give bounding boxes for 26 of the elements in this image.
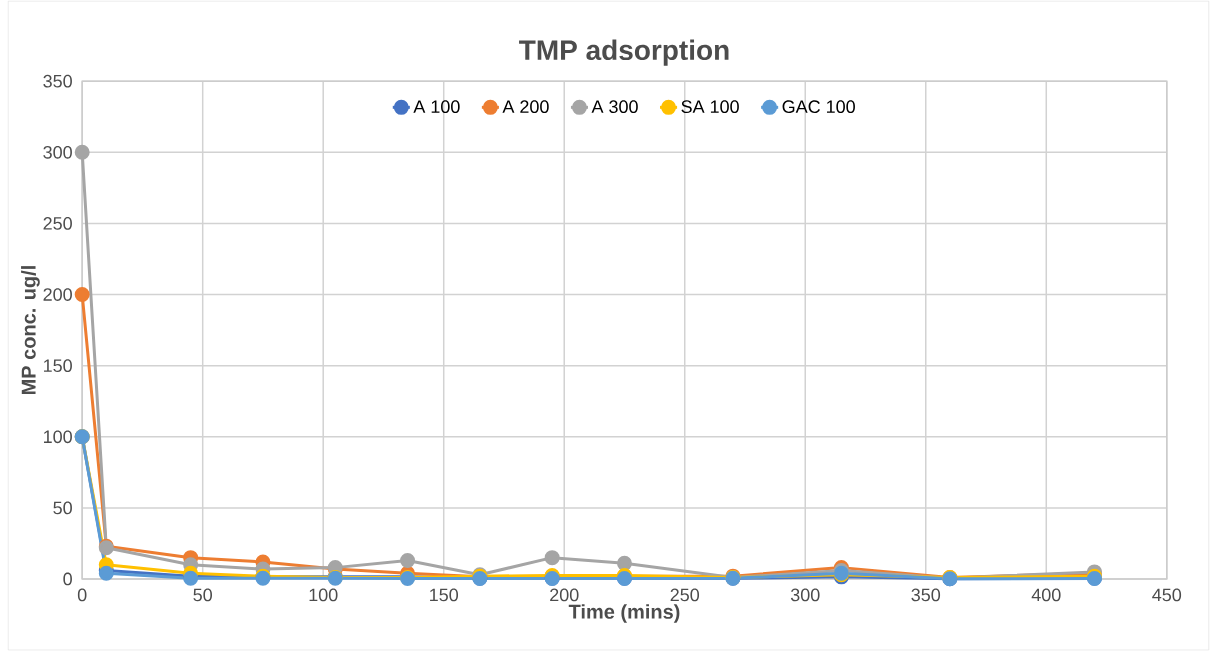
- x-tick-label: 450: [1152, 588, 1182, 602]
- y-tick-label: 100: [44, 430, 72, 444]
- y-tick-label: 0: [63, 572, 72, 586]
- x-tick-label: 50: [193, 588, 213, 602]
- y-axis-title: MP conc. ug/l: [21, 266, 40, 395]
- x-tick-label: 100: [309, 588, 338, 602]
- y-tick-label: 200: [43, 288, 72, 301]
- y-tick-label: 50: [53, 501, 72, 515]
- legend-label: A 300: [591, 100, 638, 113]
- x-tick-label: 0: [77, 588, 87, 602]
- legend-label: A 200: [502, 100, 549, 113]
- x-tick-label: 400: [1031, 588, 1061, 602]
- x-tick-label: 300: [790, 588, 820, 602]
- legend-label: GAC 100: [782, 100, 855, 113]
- x-tick-label: 250: [670, 588, 700, 602]
- x-tick-label: 350: [911, 588, 941, 602]
- x-tick-label: 150: [430, 588, 459, 602]
- y-tick-label: 350: [43, 74, 72, 88]
- y-tick-label: 300: [43, 145, 72, 159]
- chart-title: TMP adsorption: [519, 39, 729, 66]
- legend-label: A 100: [413, 100, 460, 113]
- y-tick-label: 250: [43, 216, 72, 230]
- y-tick-label: 150: [44, 359, 72, 372]
- x-axis-title: Time (mins): [568, 604, 680, 623]
- legend-label: SA 100: [681, 100, 739, 113]
- x-tick-label: 200: [550, 588, 579, 602]
